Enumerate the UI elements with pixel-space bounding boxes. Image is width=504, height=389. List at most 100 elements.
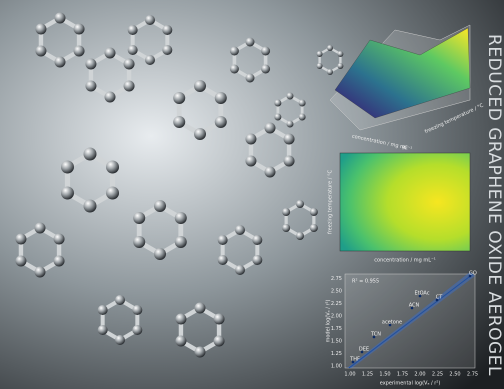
atom [337, 63, 344, 69]
atom [127, 25, 138, 35]
atom [264, 166, 276, 178]
atom [194, 128, 206, 140]
atom [106, 160, 120, 174]
atom [213, 335, 225, 347]
point [360, 350, 364, 354]
point-label: EtOAc [414, 291, 429, 297]
y-tick-label: 1.75 [331, 326, 342, 332]
atom [97, 305, 108, 315]
atom [194, 80, 206, 92]
atom [133, 236, 146, 248]
y-tick-label: 2.00 [331, 314, 342, 320]
atom [296, 200, 304, 208]
atom [327, 45, 333, 51]
atom [54, 12, 66, 24]
atom [298, 113, 306, 121]
atom [73, 45, 85, 57]
atom [245, 73, 255, 83]
atom [261, 64, 271, 74]
point-label: GO [469, 271, 477, 277]
atom [106, 186, 120, 200]
x-tick-label: 1.75 [397, 372, 408, 378]
point [372, 335, 376, 339]
y-tick-label: 2.50 [331, 289, 342, 295]
atom [104, 47, 116, 59]
atom [173, 116, 186, 128]
surface-plot: concentration / mg mL⁻¹ freezing tempera… [329, 24, 485, 152]
point-label: acetone [382, 320, 402, 326]
atom [286, 120, 294, 128]
annotation: R² = 0.955 [352, 279, 379, 285]
x-label: concentration / mg mL⁻¹ [374, 258, 435, 264]
point-label: ACN [409, 303, 420, 309]
atom [132, 305, 143, 315]
atom [283, 133, 295, 145]
atom [85, 80, 97, 92]
fit-line [348, 273, 474, 369]
y-tick-label: 2.25 [331, 301, 342, 307]
atom [35, 45, 47, 57]
atom [235, 225, 245, 235]
atom [115, 335, 125, 345]
heatmap-field [339, 152, 471, 252]
atom [214, 92, 227, 104]
heatmap-title: R² [402, 146, 407, 152]
atom [286, 92, 294, 100]
atom [298, 99, 306, 107]
x-label: experimental log(Vₐ / r²) [380, 381, 441, 387]
x-tick-label: 2.50 [449, 372, 460, 378]
atom [235, 265, 245, 275]
atom [145, 15, 155, 25]
x-tick-label: 1.25 [362, 372, 373, 378]
y-tick-label: 1.25 [331, 351, 342, 357]
x-tick-label: 2.75 [467, 372, 478, 378]
molecule [15, 12, 344, 358]
atom [214, 116, 227, 128]
atom [174, 212, 187, 224]
point-label: THF [349, 357, 360, 363]
atom [327, 69, 333, 75]
atom [132, 325, 143, 335]
atom [162, 25, 173, 35]
atom [115, 295, 125, 305]
atom [296, 232, 304, 240]
atom [274, 99, 282, 107]
atom [229, 46, 239, 56]
atom [309, 224, 318, 232]
atom [133, 212, 146, 224]
atom [154, 200, 166, 212]
atom [97, 325, 108, 335]
atom [53, 233, 65, 245]
atom [85, 58, 97, 70]
atom [217, 235, 228, 245]
atom [35, 23, 47, 35]
title: REDUCED GRAPHENE OXIDE AEROGEL [484, 34, 504, 376]
atom [34, 222, 46, 234]
atom [53, 255, 65, 267]
scatter-plot: R² = 0.955 experimental log(Vₐ / r²) mod… [326, 271, 479, 387]
point-label: TCN [370, 332, 381, 338]
atom [174, 236, 187, 248]
point [468, 274, 472, 278]
atom [309, 208, 318, 216]
x-tick-label: 2.00 [414, 372, 425, 378]
atom [282, 224, 291, 232]
point [351, 360, 355, 364]
atom [261, 46, 271, 56]
surface [334, 27, 471, 119]
point-label: CT [436, 295, 443, 301]
atom [127, 45, 138, 55]
atom [83, 147, 97, 161]
atom [154, 248, 166, 260]
point [388, 323, 392, 327]
fit-band [347, 272, 475, 368]
point-label: DEE [359, 347, 369, 353]
atom [194, 302, 206, 314]
atom [245, 133, 257, 145]
y-tick-label: 2.75 [331, 276, 342, 282]
atom [145, 55, 155, 65]
atom [337, 51, 344, 57]
point [418, 294, 422, 298]
heatmap: R² concentration / mg mL⁻¹ freezing temp… [328, 146, 471, 264]
